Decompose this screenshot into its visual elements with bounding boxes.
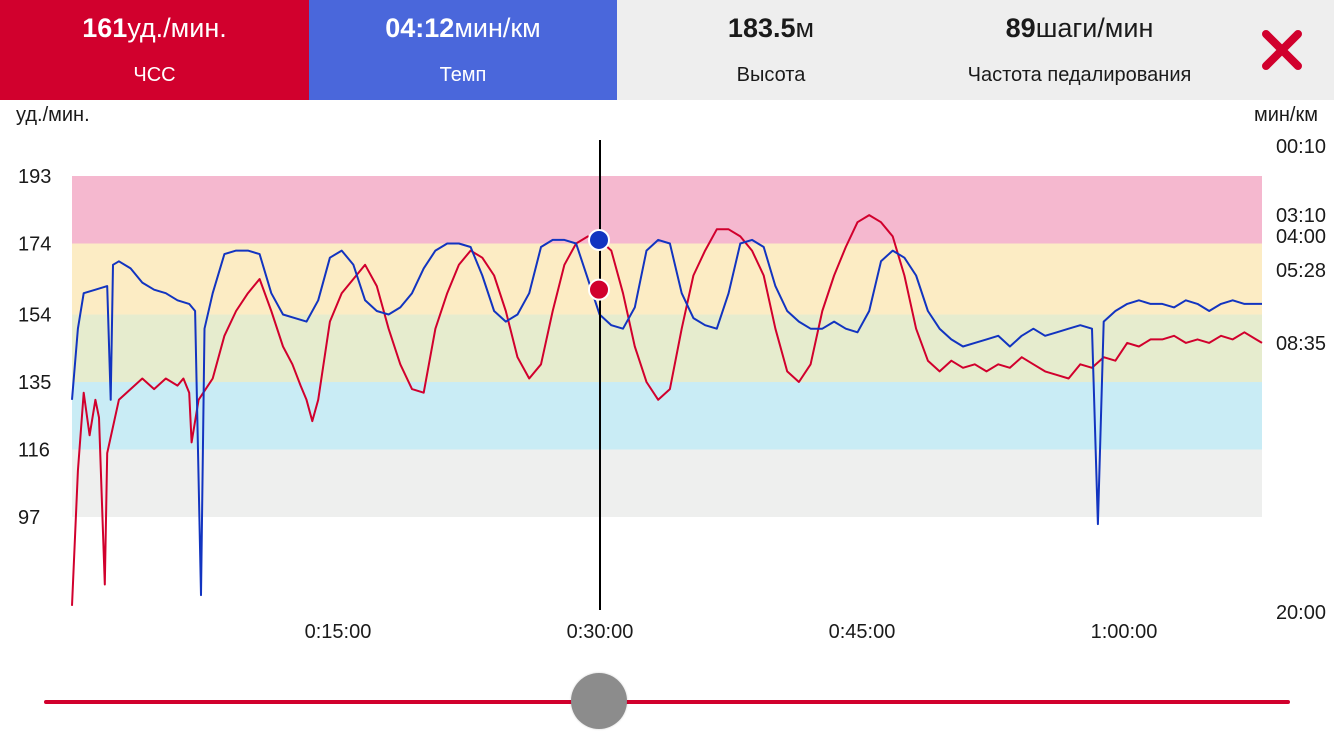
- left-y-tick-label: 154: [18, 305, 51, 327]
- tab-value: 183.5м: [727, 13, 815, 43]
- tab-label: Высота: [736, 64, 806, 86]
- right-y-tick-label: 08:35: [1276, 333, 1326, 355]
- left-y-ticks: 193 174 154 135 116 97: [18, 166, 51, 529]
- tab-label: Частота педалирования: [967, 64, 1192, 86]
- hr-zone-5: [72, 176, 1262, 244]
- series-lines: [71, 214, 1263, 606]
- left-axis-unit: уд./мин.: [16, 104, 90, 126]
- tab-value: 89шаги/мин: [1005, 13, 1154, 43]
- pace-cursor-dot: [588, 228, 610, 251]
- x-tick-label: 0:45:00: [829, 621, 896, 643]
- right-y-tick-label: 00:10: [1276, 136, 1326, 158]
- metric-tabs: 161уд./мин. ЧСС 04:12мин/км Темп 183.5м …: [0, 0, 1334, 100]
- right-y-tick-label: 05:28: [1276, 260, 1326, 282]
- left-y-tick-label: 174: [18, 233, 51, 255]
- tab-altitude[interactable]: 183.5м Высота: [617, 0, 925, 100]
- tab-value: 04:12мин/км: [385, 13, 541, 43]
- timeline-slider-thumb[interactable]: [571, 673, 627, 729]
- x-tick-label: 0:15:00: [305, 621, 372, 643]
- timeline-slider-track[interactable]: [44, 700, 1290, 704]
- left-y-tick-label: 97: [18, 507, 40, 529]
- left-y-tick-label: 116: [18, 440, 50, 462]
- tab-heart-rate[interactable]: 161уд./мин. ЧСС: [0, 0, 309, 100]
- right-y-tick-label: 20:00: [1276, 602, 1326, 624]
- hr-zone-4: [72, 243, 1262, 315]
- hr-zone-2: [72, 382, 1262, 450]
- x-tick-label: 1:00:00: [1091, 621, 1158, 643]
- tab-label: Темп: [439, 64, 487, 86]
- tab-label: ЧСС: [133, 64, 176, 86]
- right-y-tick-label: 03:10: [1276, 205, 1326, 227]
- heart-rate-line: [71, 214, 1263, 606]
- tab-pace[interactable]: 04:12мин/км Темп: [309, 0, 617, 100]
- right-axis-unit: мин/км: [1253, 104, 1318, 126]
- close-button[interactable]: [1260, 28, 1304, 72]
- hr-cursor-dot: [588, 278, 610, 301]
- hr-zones: [72, 176, 1262, 517]
- x-ticks: 0:15:00 0:30:00 0:45:00 1:00:00: [305, 621, 1158, 643]
- left-y-tick-label: 193: [18, 166, 51, 188]
- pace-line: [71, 238, 1262, 597]
- tab-value: 161уд./мин.: [82, 13, 227, 43]
- hr-zone-1: [72, 449, 1262, 517]
- tab-cadence[interactable]: 89шаги/мин Частота педалирования: [925, 0, 1234, 100]
- left-y-tick-label: 135: [18, 372, 51, 394]
- right-y-tick-label: 04:00: [1276, 226, 1326, 248]
- chart-cursor[interactable]: [588, 140, 610, 610]
- hr-zone-3: [72, 314, 1262, 383]
- close-x-icon: [1262, 30, 1302, 70]
- x-tick-label: 0:30:00: [567, 621, 634, 643]
